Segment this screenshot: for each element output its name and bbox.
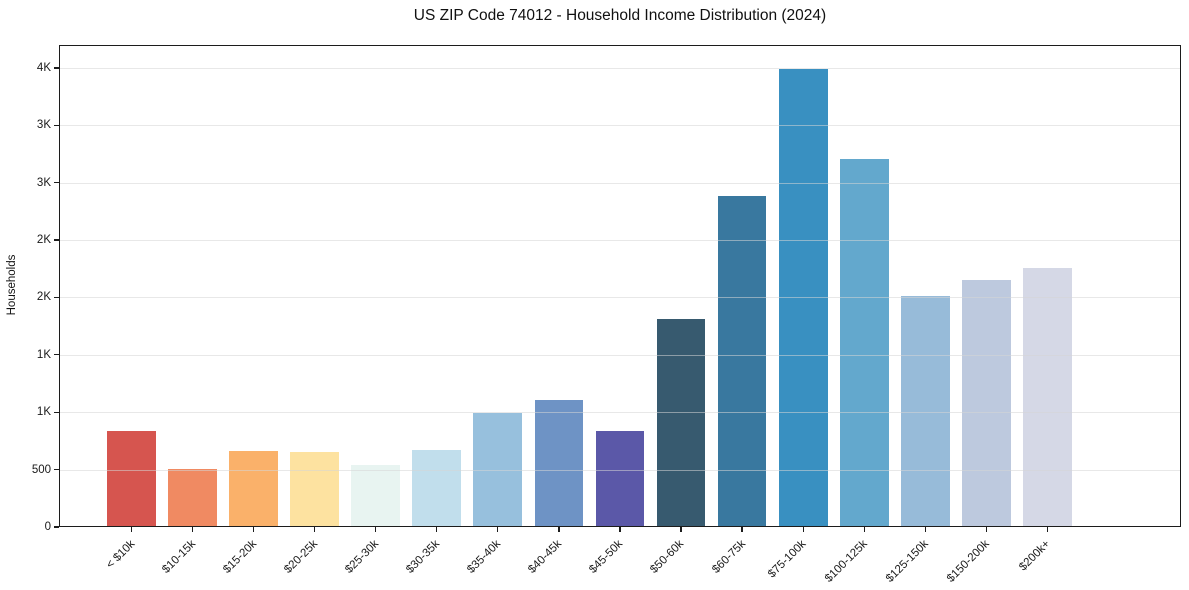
bar-$30-35k [412,450,462,527]
y-tick-label: 1K [36,348,51,361]
gridline [59,412,1181,414]
x-tick-label: $150-200k [944,538,992,585]
x-tick-mark [436,527,438,532]
x-tick-label: $15-20k [221,538,260,576]
gridline [59,240,1181,242]
y-tick-mark [54,124,59,126]
y-tick-mark [54,182,59,184]
y-tick-label: 3K [36,119,51,132]
gridline [59,297,1181,299]
x-tick-mark [192,527,194,532]
bar-$45-50k [595,431,645,527]
bar-< $10k [107,430,157,527]
y-tick-mark [54,354,59,356]
x-tick-label: $40-45k [526,538,565,576]
x-tick-mark [558,527,560,532]
x-tick-mark [741,527,743,532]
x-tick-mark [985,527,987,532]
x-tick-mark [619,527,621,532]
gridline [59,67,1181,69]
x-tick-mark [680,527,682,532]
x-tick-mark [1046,527,1048,532]
x-tick-label: $60-75k [709,538,748,576]
gridline [59,469,1181,471]
x-tick-mark [375,527,377,532]
x-tick-mark [802,527,804,532]
y-tick-mark [54,239,59,241]
bar-$200k+ [1022,268,1072,527]
y-tick-mark [54,526,59,528]
bar-$50-60k [656,319,706,527]
bar-$25-30k [351,465,401,527]
y-tick-label: 0 [44,521,51,533]
x-tick-mark [253,527,255,532]
bar-$15-20k [229,451,279,527]
y-tick-mark [54,296,59,299]
gridline [59,125,1181,127]
y-tick-label: 2K [36,234,51,247]
x-tick-mark [924,527,926,532]
bar-$150-200k [961,280,1011,527]
x-tick-label: < $10k [104,538,138,572]
y-tick-label: 500 [31,463,51,476]
x-tick-label: $30-35k [404,538,443,576]
y-tick-label: 3K [36,176,51,189]
x-tick-label: $125-150k [883,538,931,585]
y-tick-mark [54,67,59,69]
y-tick-label: 2K [36,291,51,304]
y-tick-label: 4K [36,61,51,74]
gridline [59,182,1181,184]
x-tick-mark [863,527,865,532]
x-tick-label: $100-125k [822,538,870,585]
y-axis-label: Households [6,254,18,316]
x-tick-label: $10-15k [160,538,199,576]
bar-$20-25k [290,451,340,527]
y-tick-mark [54,469,59,471]
x-tick-label: $200k+ [1017,538,1053,574]
x-tick-label: $20-25k [282,538,321,576]
x-tick-label: $25-30k [343,538,382,576]
bar-$10-15k [168,469,218,527]
plot-area [59,45,1181,527]
y-tick-mark [54,411,59,413]
chart-title: US ZIP Code 74012 - Household Income Dis… [413,7,827,24]
x-tick-label: $35-40k [465,538,504,576]
bar-$100-125k [839,158,889,527]
y-tick-label: 1K [36,406,51,419]
x-tick-label: $75-100k [766,538,809,581]
bar-$40-45k [534,399,584,527]
x-tick-mark [497,527,499,532]
gridline [59,354,1181,356]
x-tick-mark [314,527,316,532]
x-tick-label: $45-50k [587,538,626,576]
bar-$60-75k [717,195,767,527]
bar-$125-150k [900,296,950,527]
x-tick-mark [131,527,133,532]
x-tick-label: $50-60k [648,538,687,576]
